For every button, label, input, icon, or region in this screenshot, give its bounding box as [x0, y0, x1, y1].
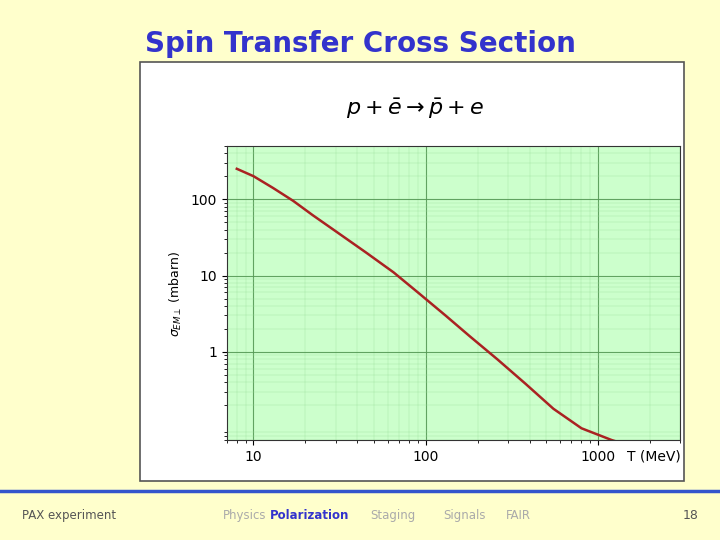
Text: T (MeV): T (MeV) [626, 449, 680, 463]
Text: $\sigma_{EM\perp}$ (mbarn): $\sigma_{EM\perp}$ (mbarn) [168, 251, 184, 338]
Text: Signals: Signals [443, 509, 486, 522]
Text: PAX experiment: PAX experiment [22, 509, 116, 522]
Text: Physics: Physics [223, 509, 266, 522]
Text: Polarization: Polarization [270, 509, 349, 522]
Text: Spin Transfer Cross Section: Spin Transfer Cross Section [145, 30, 575, 58]
Text: $p + \bar{e} \rightarrow \bar{p} + e$: $p + \bar{e} \rightarrow \bar{p} + e$ [346, 97, 485, 121]
Text: Staging: Staging [370, 509, 415, 522]
Text: FAIR: FAIR [506, 509, 531, 522]
Text: 18: 18 [683, 509, 698, 522]
